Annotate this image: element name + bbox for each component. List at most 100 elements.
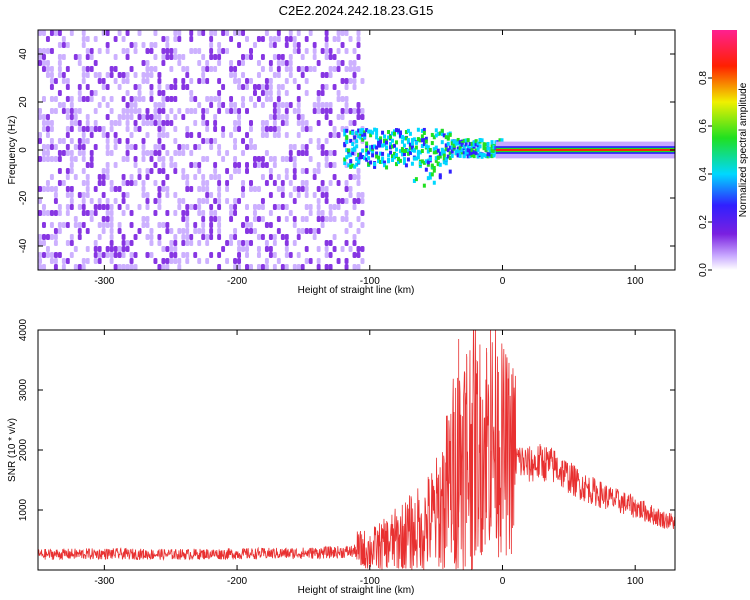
waterfall-cell [264, 144, 269, 150]
waterfall-cell [360, 84, 365, 90]
waterfall-cell [320, 60, 325, 66]
waterfall-cell [169, 150, 174, 156]
waterfall-cell [284, 180, 289, 186]
waterfall-cell [85, 168, 90, 174]
waterfall-cell [49, 102, 54, 108]
waterfall-cell [89, 66, 94, 72]
waterfall-cell [197, 102, 202, 108]
waterfall-cell [129, 180, 134, 186]
waterfall-cell [478, 138, 482, 143]
waterfall-cell [480, 138, 484, 143]
waterfall-cell [101, 60, 106, 66]
waterfall-cell [193, 84, 198, 90]
waterfall-cell [61, 60, 66, 66]
waterfall-cell [237, 132, 242, 138]
waterfall-cell [256, 174, 261, 180]
waterfall-cell [233, 246, 238, 252]
waterfall-cell [324, 78, 329, 84]
waterfall-cell [161, 66, 166, 72]
waterfall-cell [241, 228, 246, 234]
waterfall-cell [93, 162, 98, 168]
waterfall-cell [438, 162, 442, 167]
waterfall-cell [410, 138, 414, 143]
waterfall-cell [105, 210, 110, 216]
waterfall-cell [73, 42, 78, 48]
waterfall-cell [464, 142, 468, 147]
waterfall-cell [484, 142, 488, 147]
waterfall-y-axis-label: Frequency (Hz) [7, 116, 18, 185]
waterfall-cell [320, 42, 325, 48]
waterfall-cell [137, 222, 142, 228]
waterfall-cell [209, 54, 214, 60]
waterfall-cell [225, 60, 230, 66]
waterfall-cell [221, 72, 226, 78]
waterfall-cell [38, 216, 42, 222]
waterfall-cell [456, 146, 460, 151]
waterfall-cell [249, 180, 254, 186]
waterfall-cell [264, 240, 269, 246]
waterfall-cell [300, 180, 305, 186]
waterfall-cell [356, 240, 361, 246]
waterfall-cell [41, 264, 46, 270]
waterfall-cell [340, 66, 345, 72]
waterfall-cell [241, 138, 246, 144]
waterfall-cell [57, 66, 62, 72]
waterfall-cell [121, 84, 126, 90]
waterfall-cell [365, 128, 369, 133]
waterfall-cell [45, 240, 50, 246]
waterfall-cell [241, 192, 246, 198]
snr-x-tick-label: -100 [360, 576, 380, 587]
waterfall-cell [316, 156, 321, 162]
waterfall-cell [458, 146, 462, 151]
waterfall-cell [316, 90, 321, 96]
waterfall-cell [185, 108, 190, 114]
waterfall-cell [304, 252, 309, 258]
waterfall-cell [177, 138, 182, 144]
waterfall-cell [328, 228, 333, 234]
waterfall-cell [205, 186, 210, 192]
waterfall-cell [165, 102, 170, 108]
waterfall-cell [241, 264, 246, 270]
waterfall-cell [252, 210, 257, 216]
waterfall-cell [45, 150, 50, 156]
waterfall-cell [97, 66, 102, 72]
waterfall-cell [237, 240, 242, 246]
waterfall-cell [209, 168, 214, 174]
waterfall-cell [38, 132, 42, 138]
waterfall-cell [288, 210, 293, 216]
waterfall-cell [53, 60, 58, 66]
waterfall-cell [117, 246, 122, 252]
waterfall-cell [252, 102, 257, 108]
waterfall-cell [288, 174, 293, 180]
waterfall-cell [237, 204, 242, 210]
waterfall-cell [149, 192, 154, 198]
waterfall-cell [233, 102, 238, 108]
waterfall-cell [462, 138, 466, 143]
waterfall-cell [173, 72, 178, 78]
waterfall-cell [304, 150, 309, 156]
waterfall-cell [157, 102, 162, 108]
waterfall-cell [332, 192, 337, 198]
waterfall-cell [320, 66, 325, 72]
waterfall-cell [125, 150, 130, 156]
waterfall-cell [197, 216, 202, 222]
waterfall-cell [213, 72, 218, 78]
waterfall-cell [205, 192, 210, 198]
waterfall-cell [209, 156, 214, 162]
waterfall-cell [137, 180, 142, 186]
waterfall-cell [233, 168, 238, 174]
waterfall-cell [394, 140, 398, 145]
waterfall-cell [77, 42, 82, 48]
waterfall-cell [133, 90, 138, 96]
waterfall-cell [328, 246, 333, 252]
waterfall-cell [201, 132, 206, 138]
waterfall-cell [81, 90, 86, 96]
waterfall-cell [129, 156, 134, 162]
waterfall-cell [233, 228, 238, 234]
waterfall-cell [45, 42, 50, 48]
waterfall-cell [229, 66, 234, 72]
waterfall-cell [77, 264, 82, 270]
waterfall-cell [205, 60, 210, 66]
waterfall-cell [145, 216, 150, 222]
waterfall-cell [237, 264, 242, 270]
